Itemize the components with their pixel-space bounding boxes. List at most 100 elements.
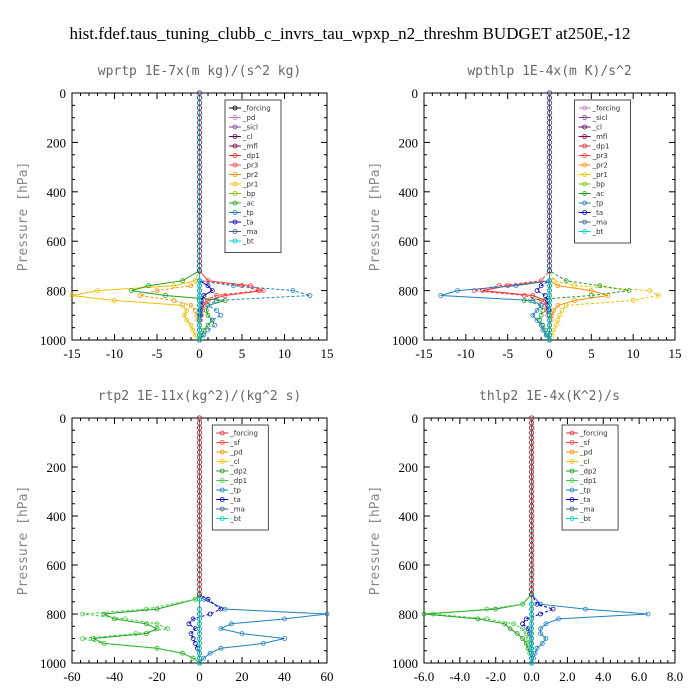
panel1-series-point (192, 307, 198, 313)
panel4-legend-label: _tp (579, 487, 591, 495)
panel3-series-point (197, 645, 202, 651)
panel2-series-point (547, 278, 552, 284)
panel2-series-point (655, 293, 661, 298)
panel3-zero-marker (196, 532, 203, 539)
panel4-xtick-label: 8.0 (667, 669, 683, 684)
panel2-series-point (542, 293, 548, 298)
panel2-series-point (540, 327, 546, 333)
panel3-zero-marker (196, 454, 203, 460)
panel4-zero-marker (528, 523, 535, 529)
panel2-xtick-label: 10 (627, 346, 640, 361)
panel3-legend-label: _tp (229, 487, 241, 495)
panel2-legend-marker (582, 115, 587, 120)
panel2-zero-marker (546, 119, 553, 126)
panel1-legend-label: _cl (242, 133, 252, 141)
panel4-zero-marker (528, 503, 535, 509)
panel3-series-point (143, 606, 149, 612)
panel4-series-point (484, 616, 490, 622)
panel3-series-point (186, 621, 192, 627)
panel1-zero-marker (196, 105, 203, 111)
panel1-series-point (197, 317, 202, 323)
panel1-legend-label: _dp1 (242, 152, 260, 160)
panel1-series-point (171, 283, 177, 289)
panel3-zero-marker (196, 420, 203, 426)
panel3-legend-label: _forcing (229, 430, 258, 438)
panel4-zero-marker (528, 454, 535, 460)
panel1-series-point (146, 283, 151, 289)
panel2-legend-label: _ac (592, 190, 605, 198)
panel2-zero-marker (546, 199, 553, 205)
panel2-zero-marker (546, 105, 553, 111)
panel1-series-point (307, 293, 313, 298)
panel1-series-point (205, 327, 211, 333)
panel4-zero-marker (528, 552, 535, 558)
panel4-series-point (529, 611, 534, 617)
panel1-zero-marker (196, 115, 203, 121)
panel1-legend-label: _sicl (242, 124, 258, 132)
panel3-zero-marker (196, 444, 203, 451)
panel4-series-point (529, 606, 534, 612)
panel4-series-point (534, 601, 540, 607)
panel4-legend-marker (569, 506, 575, 512)
panel2-series-line (482, 93, 550, 340)
panel3-zero-marker (196, 464, 203, 470)
panel2-legend-marker (582, 210, 587, 215)
panel3-ytick-label: 1000 (40, 656, 66, 671)
panel1-zero-marker (196, 129, 203, 136)
panel1-series-point (197, 337, 202, 343)
panel4-zero-marker (528, 493, 535, 500)
panel4-zero-marker (528, 479, 535, 485)
panel4-series-point (529, 626, 534, 632)
panel1-zero-marker (196, 164, 203, 170)
panel2-ytick-label: 1000 (392, 333, 418, 348)
panel1-legend-marker (232, 210, 238, 215)
panel3-xtick-label: -20 (148, 669, 165, 684)
panel4-series-point (523, 616, 529, 622)
panel4-xtick-label: 0.0 (523, 669, 539, 684)
panel3-series-point (165, 626, 171, 632)
panel4-frame (423, 417, 676, 664)
panel4-legend-marker (569, 497, 575, 502)
panel1-series-line (71, 93, 200, 341)
panel3-series-point (197, 611, 202, 617)
panel2-series-point (572, 298, 577, 303)
panel1-ytick-label: 400 (47, 185, 67, 200)
panel1-legend-marker (232, 172, 238, 177)
panel2-zero-marker (546, 139, 553, 146)
panel3-series-point (190, 616, 196, 622)
panel4-series-point (523, 631, 529, 636)
panel4-xtick-label: -6.0 (414, 669, 435, 684)
panel3-xtick-label: -60 (63, 669, 80, 684)
panel2-xtick-label: -5 (502, 346, 513, 361)
panel4-xtick-label: 4.0 (595, 669, 611, 684)
panel2-legend-marker (582, 143, 587, 149)
panel2-series-point (547, 293, 552, 298)
panel3-series-point (197, 660, 202, 666)
panel4-xtick-label: 6.0 (631, 669, 647, 684)
panel3-zero-marker (196, 430, 203, 436)
panel2-zero-marker (546, 129, 553, 136)
panel3-zero-marker (196, 479, 203, 485)
panel3-series-point (218, 606, 224, 612)
panel2-series-point (572, 283, 577, 289)
panel4-series-point (493, 606, 499, 612)
panel1-legend-marker (232, 124, 238, 130)
panel2-xtick-label: 0 (546, 346, 553, 361)
panel3-legend-label: _dp2 (229, 468, 247, 476)
panel2-series-point (530, 298, 536, 303)
panel4-zero-marker (528, 557, 535, 563)
panel1-series-point (222, 293, 228, 298)
panel2-legend-marker (582, 219, 587, 225)
panel3-series-point (90, 636, 96, 641)
panel1-series-point (290, 288, 296, 294)
panel1-series-point (209, 288, 215, 294)
panel1-series-point (205, 322, 211, 328)
panel4-ytick-label: 0 (412, 411, 419, 426)
panel2-series-point (547, 298, 552, 303)
panel3-zero-marker (196, 459, 203, 465)
panel2-xtick-label: 15 (669, 346, 682, 361)
panel2-series-point (538, 302, 544, 308)
panel2-series-point (505, 283, 511, 289)
panel2-series-point (555, 283, 561, 289)
panel1-zero-marker (196, 248, 203, 254)
